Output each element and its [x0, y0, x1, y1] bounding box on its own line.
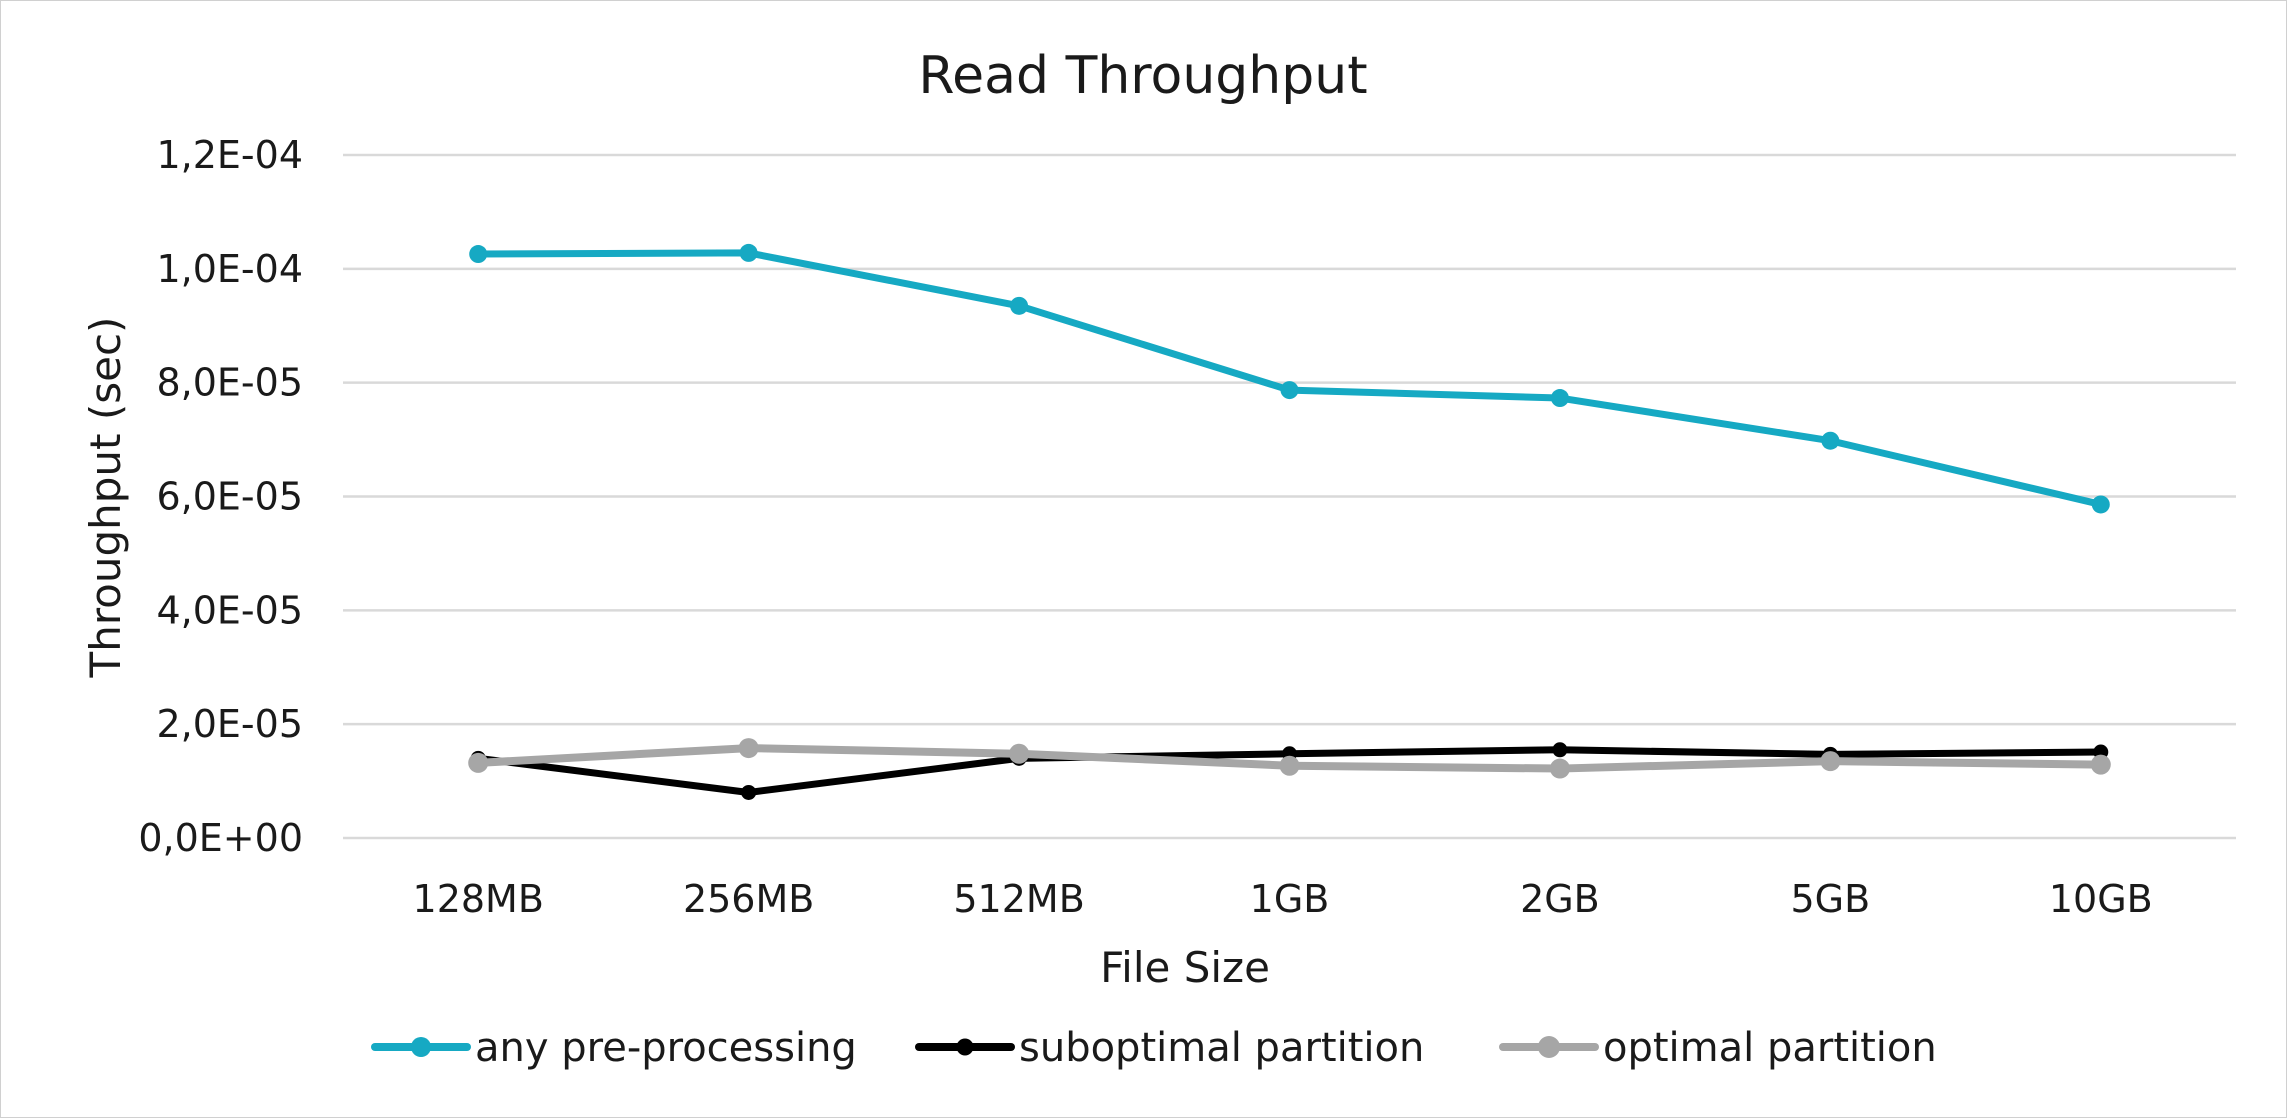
legend-label: suboptimal partition	[1019, 1025, 1424, 1071]
legend-label: any pre-processing	[475, 1025, 857, 1071]
legend-swatch-marker	[956, 1038, 974, 1056]
data-point	[741, 784, 757, 800]
x-axis-ticks: 128MB 256MB 512MB 1GB 2GB 5GB 10GB	[413, 877, 2153, 921]
legend-label: optimal partition	[1603, 1025, 1937, 1071]
x-tick-label: 256MB	[683, 877, 814, 921]
y-tick-label: 1,0E-04	[156, 247, 303, 291]
data-point	[738, 738, 759, 759]
y-axis-title: Throughput (sec)	[81, 317, 130, 679]
legend-swatch-marker	[1538, 1036, 1560, 1058]
y-tick-label: 1,2E-04	[156, 133, 303, 177]
data-point	[469, 245, 488, 264]
data-point	[1820, 751, 1841, 772]
data-point	[2091, 495, 2110, 514]
x-tick-label: 512MB	[953, 877, 1084, 921]
data-point	[1279, 755, 1300, 776]
data-point	[1280, 381, 1299, 400]
series-line	[474, 249, 2105, 508]
series-group	[468, 243, 2111, 800]
x-tick-label: 128MB	[413, 877, 544, 921]
legend-swatch-marker	[411, 1037, 431, 1057]
data-point	[1010, 296, 1029, 315]
data-point	[2090, 754, 2111, 775]
data-point	[739, 243, 758, 262]
x-tick-label: 10GB	[2049, 877, 2153, 921]
data-point	[1821, 431, 1840, 450]
data-point	[1009, 743, 1030, 764]
y-tick-label: 6,0E-05	[156, 475, 303, 519]
legend-item: suboptimal partition	[915, 1025, 1424, 1071]
y-tick-label: 0,0E+00	[138, 816, 303, 860]
data-point	[1550, 389, 1569, 408]
y-tick-label: 2,0E-05	[156, 702, 303, 746]
y-axis-ticks: 0,0E+00 2,0E-05 4,0E-05 6,0E-05 8,0E-05 1,0E-…	[138, 133, 303, 860]
chart-title: Read Throughput	[918, 46, 1367, 106]
x-axis-title: File Size	[1100, 943, 1270, 992]
series-optimal-partition	[468, 738, 2111, 779]
legend-item: optimal partition	[1499, 1025, 1937, 1071]
x-tick-label: 1GB	[1250, 877, 1330, 921]
y-tick-label: 4,0E-05	[156, 588, 303, 632]
x-tick-label: 2GB	[1520, 877, 1600, 921]
series-any-pre-processing	[469, 243, 2110, 514]
data-point	[468, 752, 489, 773]
data-point	[1552, 742, 1568, 758]
gridlines	[343, 153, 2236, 840]
legend: any pre-processing suboptimal partition op…	[371, 1025, 1937, 1071]
x-tick-label: 5GB	[1791, 877, 1871, 921]
data-point	[1549, 758, 1570, 779]
y-tick-label: 8,0E-05	[156, 361, 303, 405]
legend-item: any pre-processing	[371, 1025, 857, 1071]
